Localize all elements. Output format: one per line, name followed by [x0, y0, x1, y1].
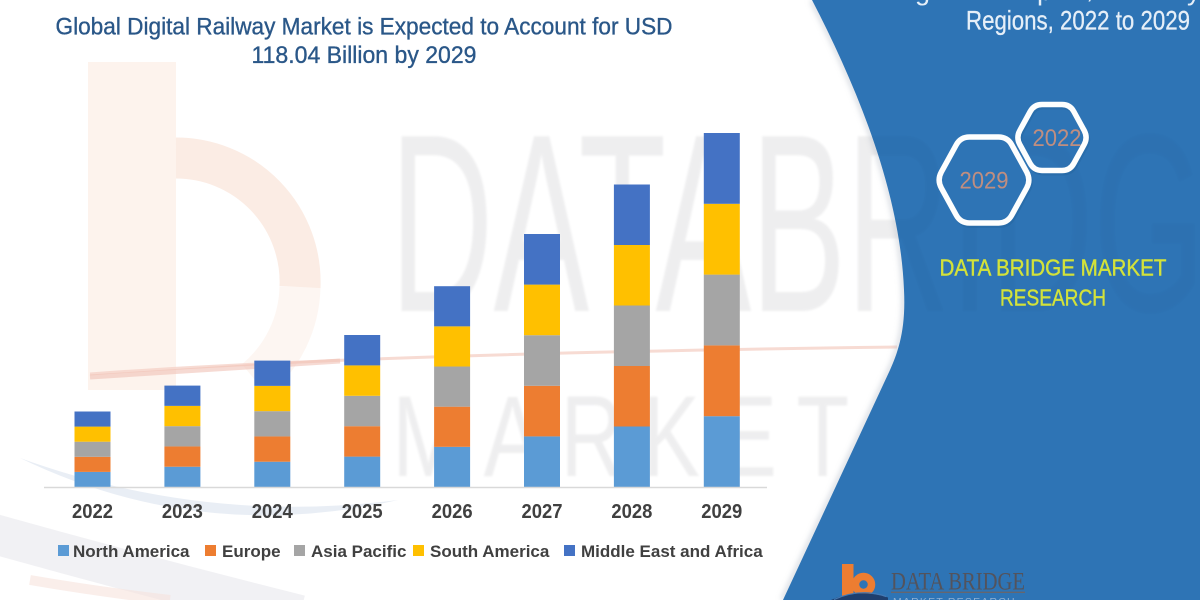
svg-text:2026: 2026: [432, 501, 473, 523]
svg-text:g: g: [915, 0, 930, 6]
svg-text:South America: South America: [430, 542, 550, 561]
svg-text:Global Digital Railway Market: Global Digital Railway Market is Expecte…: [56, 13, 673, 40]
svg-text:Regions, 2022 to 2029: Regions, 2022 to 2029: [966, 5, 1190, 35]
svg-text:Europe: Europe: [222, 542, 281, 561]
svg-text:Asia Pacific: Asia Pacific: [311, 542, 406, 561]
svg-text:p: p: [1037, 0, 1052, 6]
svg-text:2023: 2023: [162, 501, 203, 523]
svg-text:,: ,: [1086, 0, 1094, 4]
svg-text:118.04 Billion by 2029: 118.04 Billion by 2029: [252, 42, 477, 69]
svg-text:Middle East and Africa: Middle East and Africa: [581, 542, 763, 561]
svg-text:2029: 2029: [701, 501, 742, 523]
svg-text:MARKET RESEARCH: MARKET RESEARCH: [893, 596, 1016, 600]
svg-text:North America: North America: [73, 542, 190, 561]
svg-text:2022: 2022: [72, 501, 113, 523]
svg-text:2024: 2024: [252, 501, 294, 523]
svg-text:2027: 2027: [522, 501, 563, 523]
svg-text:DATA BRIDGE MARKET: DATA BRIDGE MARKET: [940, 255, 1167, 281]
svg-text:2028: 2028: [611, 501, 652, 523]
svg-text:RESEARCH: RESEARCH: [1000, 285, 1106, 311]
svg-text:DATA BRIDGE: DATA BRIDGE: [891, 569, 1025, 596]
svg-text:2022: 2022: [1033, 125, 1082, 152]
svg-text:2025: 2025: [342, 501, 383, 523]
svg-text:2029: 2029: [960, 168, 1009, 195]
svg-text:y: y: [1187, 0, 1200, 6]
